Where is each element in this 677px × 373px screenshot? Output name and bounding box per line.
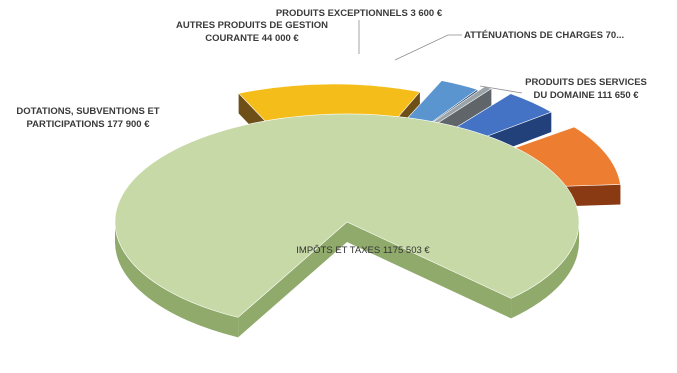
slice-0-face-start	[238, 222, 347, 338]
slice-label-line: PARTICIPATIONS 177 900 €	[26, 119, 150, 130]
slice-label-line: COURANTE 44 000 €	[205, 33, 299, 44]
slice-label-line: DU DOMAINE 111 650 €	[533, 90, 639, 101]
slice-label-line: AUTRES PRODUITS DE GESTION	[176, 20, 328, 31]
slice-label: IMPÔTS ET TAXES 1175 503 €	[296, 245, 430, 256]
slice-label-line: IMPÔTS ET TAXES 1175 503 €	[296, 245, 430, 256]
slice-label-line: DOTATIONS, SUBVENTIONS ET	[16, 106, 159, 117]
slice-label-line: PRODUITS EXCEPTIONNELS 3 600 €	[276, 8, 443, 19]
slice-0-face-end	[347, 222, 512, 319]
slice-label: AUTRES PRODUITS DE GESTION COURANTE 44 00…	[176, 20, 328, 44]
slice-label: ATTÉNUATIONS DE CHARGES 70...	[464, 30, 624, 41]
slice-label: PRODUITS EXCEPTIONNELS 3 600 €	[276, 8, 443, 19]
slice-label: DOTATIONS, SUBVENTIONS ET PARTICIPATIONS …	[16, 106, 159, 130]
slice-label-line: PRODUITS DES SERVICES	[525, 77, 647, 88]
slice-0-top	[114, 113, 580, 318]
slice-label-line: ATTÉNUATIONS DE CHARGES 70...	[464, 30, 624, 41]
slice-label: PRODUITS DES SERVICES DU DOMAINE 111 650 …	[525, 77, 647, 101]
leader-line	[479, 85, 523, 94]
leader-line	[394, 34, 462, 61]
